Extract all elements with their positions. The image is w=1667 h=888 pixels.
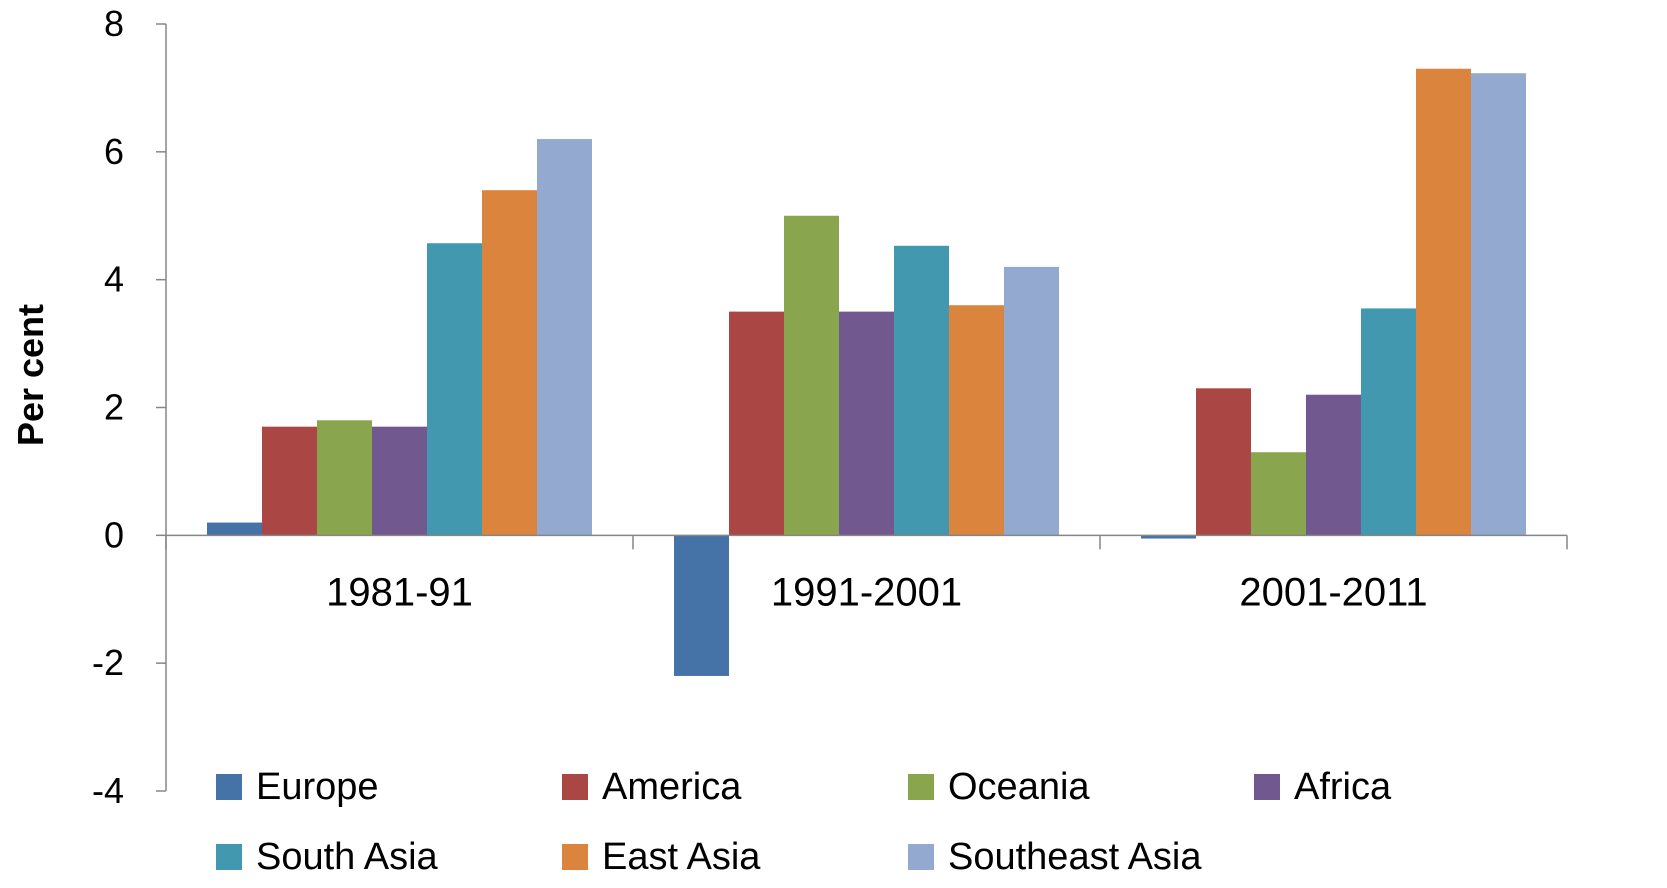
legend-label: East Asia	[602, 836, 761, 878]
legend-label: America	[602, 766, 742, 808]
y-tick-label: -2	[92, 642, 124, 683]
bar-south-asia-1	[894, 245, 949, 536]
bar-east-asia-1	[949, 305, 1004, 536]
legend-label: Southeast Asia	[948, 836, 1202, 878]
legend-item-africa: Africa	[1254, 766, 1392, 808]
x-tick-label: 2001-2011	[1239, 570, 1427, 614]
legend-swatch	[908, 774, 934, 800]
legend-swatch	[1254, 774, 1280, 800]
bar-east-asia-0	[482, 190, 537, 536]
bar-south-asia-2	[1361, 308, 1416, 536]
bar-oceania-0	[317, 420, 372, 536]
legend-swatch	[908, 844, 934, 870]
bar-africa-1	[839, 311, 894, 536]
axes	[156, 23, 1568, 792]
legend-label: Africa	[1294, 766, 1392, 808]
bar-south-asia-0	[427, 243, 482, 536]
legend-label: Europe	[256, 766, 379, 808]
legend-item-america: America	[562, 766, 742, 808]
tick-labels: 8 6 4 2 0 -2 -4 1981-91 1991-2001 2001-2011	[92, 3, 1428, 811]
bar-europe-1	[674, 535, 729, 676]
legend-label: Oceania	[948, 766, 1090, 808]
legend-item-east-asia: East Asia	[562, 836, 761, 878]
x-tick-label: 1991-2001	[771, 570, 962, 614]
legend-swatch	[216, 774, 242, 800]
y-tick-label: 0	[104, 514, 124, 555]
bar-africa-2	[1306, 394, 1361, 536]
x-tick-label: 1981-91	[326, 570, 473, 614]
y-tick-label: 2	[104, 387, 124, 428]
y-axis-label: Per cent	[10, 304, 51, 446]
legend-swatch	[562, 844, 588, 870]
legend-item-europe: Europe	[216, 766, 379, 808]
plot-area	[156, 23, 1568, 792]
bars	[207, 68, 1526, 676]
legend-item-south-asia: South Asia	[216, 836, 439, 878]
legend-item-southeast-asia: Southeast Asia	[908, 836, 1202, 878]
bar-southeast-asia-2	[1471, 73, 1526, 536]
bar-africa-0	[372, 426, 427, 536]
bar-oceania-1	[784, 215, 839, 536]
bar-east-asia-2	[1416, 68, 1471, 536]
bar-southeast-asia-1	[1004, 266, 1059, 536]
legend: Europe America Oceania Africa South Asia East…	[216, 766, 1392, 878]
bar-europe-0	[207, 522, 262, 536]
bar-america-0	[262, 426, 317, 536]
bar-america-2	[1196, 388, 1251, 536]
y-tick-label: 6	[104, 131, 124, 172]
y-tick-label: 8	[104, 3, 124, 44]
bar-europe-2	[1141, 535, 1196, 539]
legend-swatch	[216, 844, 242, 870]
bar-oceania-2	[1251, 452, 1306, 536]
legend-label: South Asia	[256, 836, 439, 878]
legend-item-oceania: Oceania	[908, 766, 1090, 808]
bar-america-1	[729, 311, 784, 536]
y-tick-label: 4	[104, 259, 124, 300]
y-tick-label: -4	[92, 770, 124, 811]
legend-swatch	[562, 774, 588, 800]
bar-southeast-asia-0	[537, 139, 592, 536]
